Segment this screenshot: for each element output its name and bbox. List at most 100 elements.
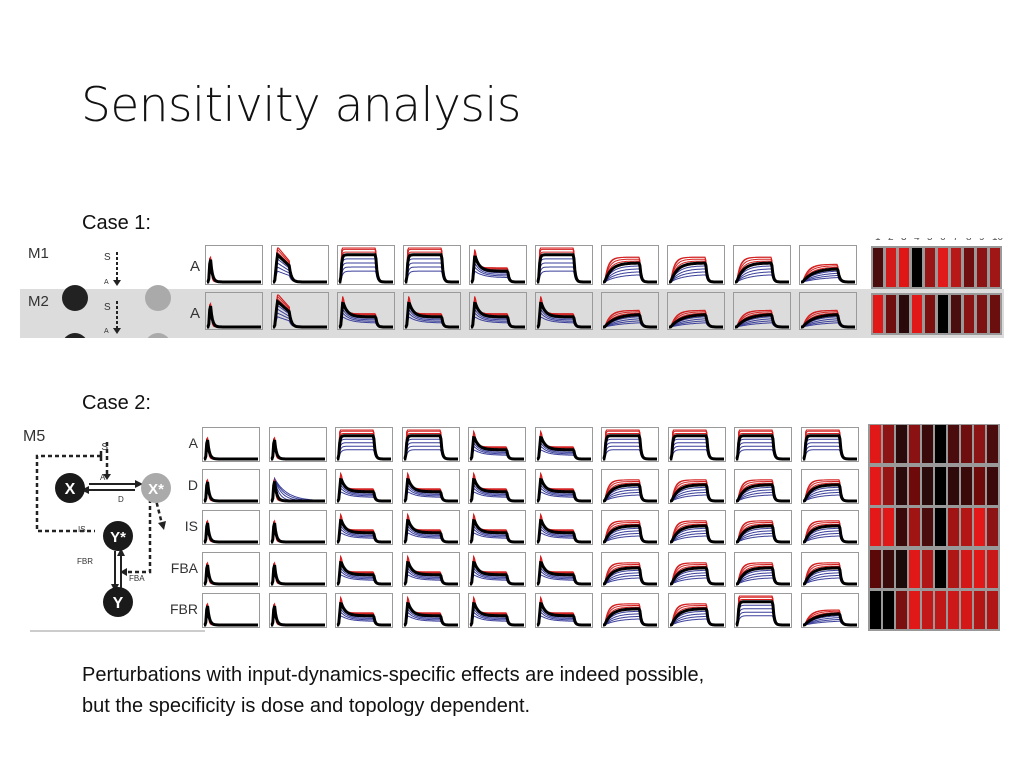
case1-m2-plot — [799, 292, 857, 330]
case1-m1-plot — [601, 245, 659, 285]
node-x-active: X* — [148, 481, 164, 498]
nominal-trace — [669, 565, 724, 585]
case1-m2-plot — [733, 292, 791, 330]
case1-label: Case 1: — [82, 212, 151, 234]
case2-d-heatmap-cell — [868, 464, 883, 507]
nominal-trace — [603, 607, 657, 627]
case2-d-heatmap-cell — [894, 464, 909, 507]
case2-d-plot — [401, 468, 460, 504]
m5-network-diagram: X X* Y* Y S A D IS FBR FBA — [30, 442, 205, 632]
nominal-trace — [203, 605, 258, 627]
case2-fba-heatmap-cell — [907, 547, 922, 590]
nominal-trace — [801, 267, 855, 284]
nominal-trace — [669, 261, 723, 284]
nominal-trace — [801, 313, 855, 329]
case1-m2-heatmap-cell — [897, 293, 911, 335]
case2-fba-heatmap-cell — [868, 547, 883, 590]
case2-fbr-heatmap-cell — [959, 589, 974, 631]
nominal-trace — [735, 313, 789, 329]
case2-is-heatmap-cell — [972, 506, 987, 548]
case2-is-heatmap-cell — [894, 506, 909, 548]
case1-m2-plot — [271, 292, 329, 330]
case1-m2-heatmap-cell — [936, 293, 950, 335]
case1-m1-heatmap-cell — [975, 246, 989, 289]
case1-m2-heatmap-cell — [949, 293, 963, 335]
case2-a-plot — [335, 427, 393, 462]
case2-a-plot — [268, 427, 327, 462]
case2-fba-heatmap-cell — [881, 547, 896, 590]
nominal-trace — [269, 605, 325, 627]
case1-m2-plot — [403, 292, 461, 330]
case1-m2-heatmap-cell — [910, 293, 924, 335]
nominal-trace — [802, 612, 857, 627]
case1-m2-plot — [469, 292, 527, 330]
nominal-trace — [404, 301, 459, 329]
heatmap-column-number: 1 — [875, 238, 881, 243]
nominal-trace — [338, 301, 393, 329]
case2-fba-plot — [335, 551, 393, 587]
nominal-trace — [203, 564, 258, 585]
case2-a-heatmap-cell — [972, 424, 987, 465]
nominal-trace — [469, 477, 524, 502]
plot-frame — [667, 245, 725, 285]
case2-fba-heatmap-cell — [959, 547, 974, 590]
case1-m2-plot — [337, 292, 395, 330]
case2-fbr-plot — [268, 593, 327, 628]
case1-m2-heatmap-cell — [923, 293, 937, 335]
case2-a-heatmap-cell — [920, 424, 935, 465]
nominal-trace — [206, 259, 261, 284]
case1-m1-heatmap-cell — [949, 246, 963, 289]
case2-is-plot — [734, 510, 792, 545]
case1-m1-plot — [469, 245, 527, 285]
case2-fbr-plot — [667, 593, 726, 628]
nominal-trace — [735, 600, 790, 627]
case2-row-label-fba: FBA — [170, 559, 198, 576]
case2-is-plot — [667, 510, 726, 545]
case2-fba-heatmap-cell — [985, 547, 1000, 590]
nominal-trace — [536, 601, 591, 627]
label-s: S — [101, 442, 108, 453]
case2-is-plot — [800, 510, 859, 545]
nominal-trace — [469, 560, 524, 585]
heatmap-column-number: 7 — [953, 238, 959, 243]
case2-d-plot — [468, 468, 526, 504]
case2-is-plot — [268, 510, 327, 545]
case2-is-heatmap-cell — [959, 506, 974, 548]
nominal-trace — [536, 301, 591, 329]
case2-is-plot — [601, 510, 659, 545]
heatmap-column-number: 5 — [927, 238, 933, 243]
case2-row-label-fbr: FBR — [170, 601, 198, 617]
nominal-trace — [736, 524, 790, 544]
case2-is-heatmap-cell — [907, 506, 922, 548]
case2-d-heatmap-cell — [972, 464, 987, 507]
conclusion-line-2: but the specificity is dose and topology… — [82, 695, 531, 717]
case1-diagram-fragment: S A S A — [62, 252, 171, 338]
label-a: A — [100, 473, 106, 482]
case1-m2-heatmap-cell — [962, 293, 976, 335]
nominal-trace — [735, 434, 790, 461]
case2-fba-plot — [468, 551, 526, 587]
label-fbr: FBR — [77, 557, 93, 566]
case1-m1-plot — [205, 245, 263, 285]
nominal-trace — [536, 560, 591, 585]
nominal-trace — [735, 261, 789, 284]
label-is: IS — [78, 525, 86, 534]
case2-is-plot — [468, 510, 526, 545]
case1-m1-plot — [667, 245, 725, 285]
nominal-trace — [336, 518, 391, 544]
nominal-trace — [470, 255, 525, 284]
nominal-trace — [669, 607, 724, 627]
case1-m1-heatmap-cell — [897, 246, 911, 289]
plot-frame — [667, 427, 726, 462]
label-d: D — [118, 495, 124, 504]
case2-is-plot — [401, 510, 460, 545]
nominal-trace — [536, 518, 591, 544]
nominal-trace — [736, 482, 790, 502]
case1-figure: M1 M2 S A S A A A 1 2 3 4 5 6 7 8 9 10 — [20, 238, 1004, 338]
case1-m1-plot — [799, 245, 857, 285]
case1-m1-plot — [337, 245, 395, 285]
case2-fba-heatmap-cell — [972, 547, 987, 590]
nominal-trace — [272, 298, 327, 329]
heatmap-column-number: 2 — [888, 238, 894, 243]
nominal-trace — [203, 481, 258, 502]
